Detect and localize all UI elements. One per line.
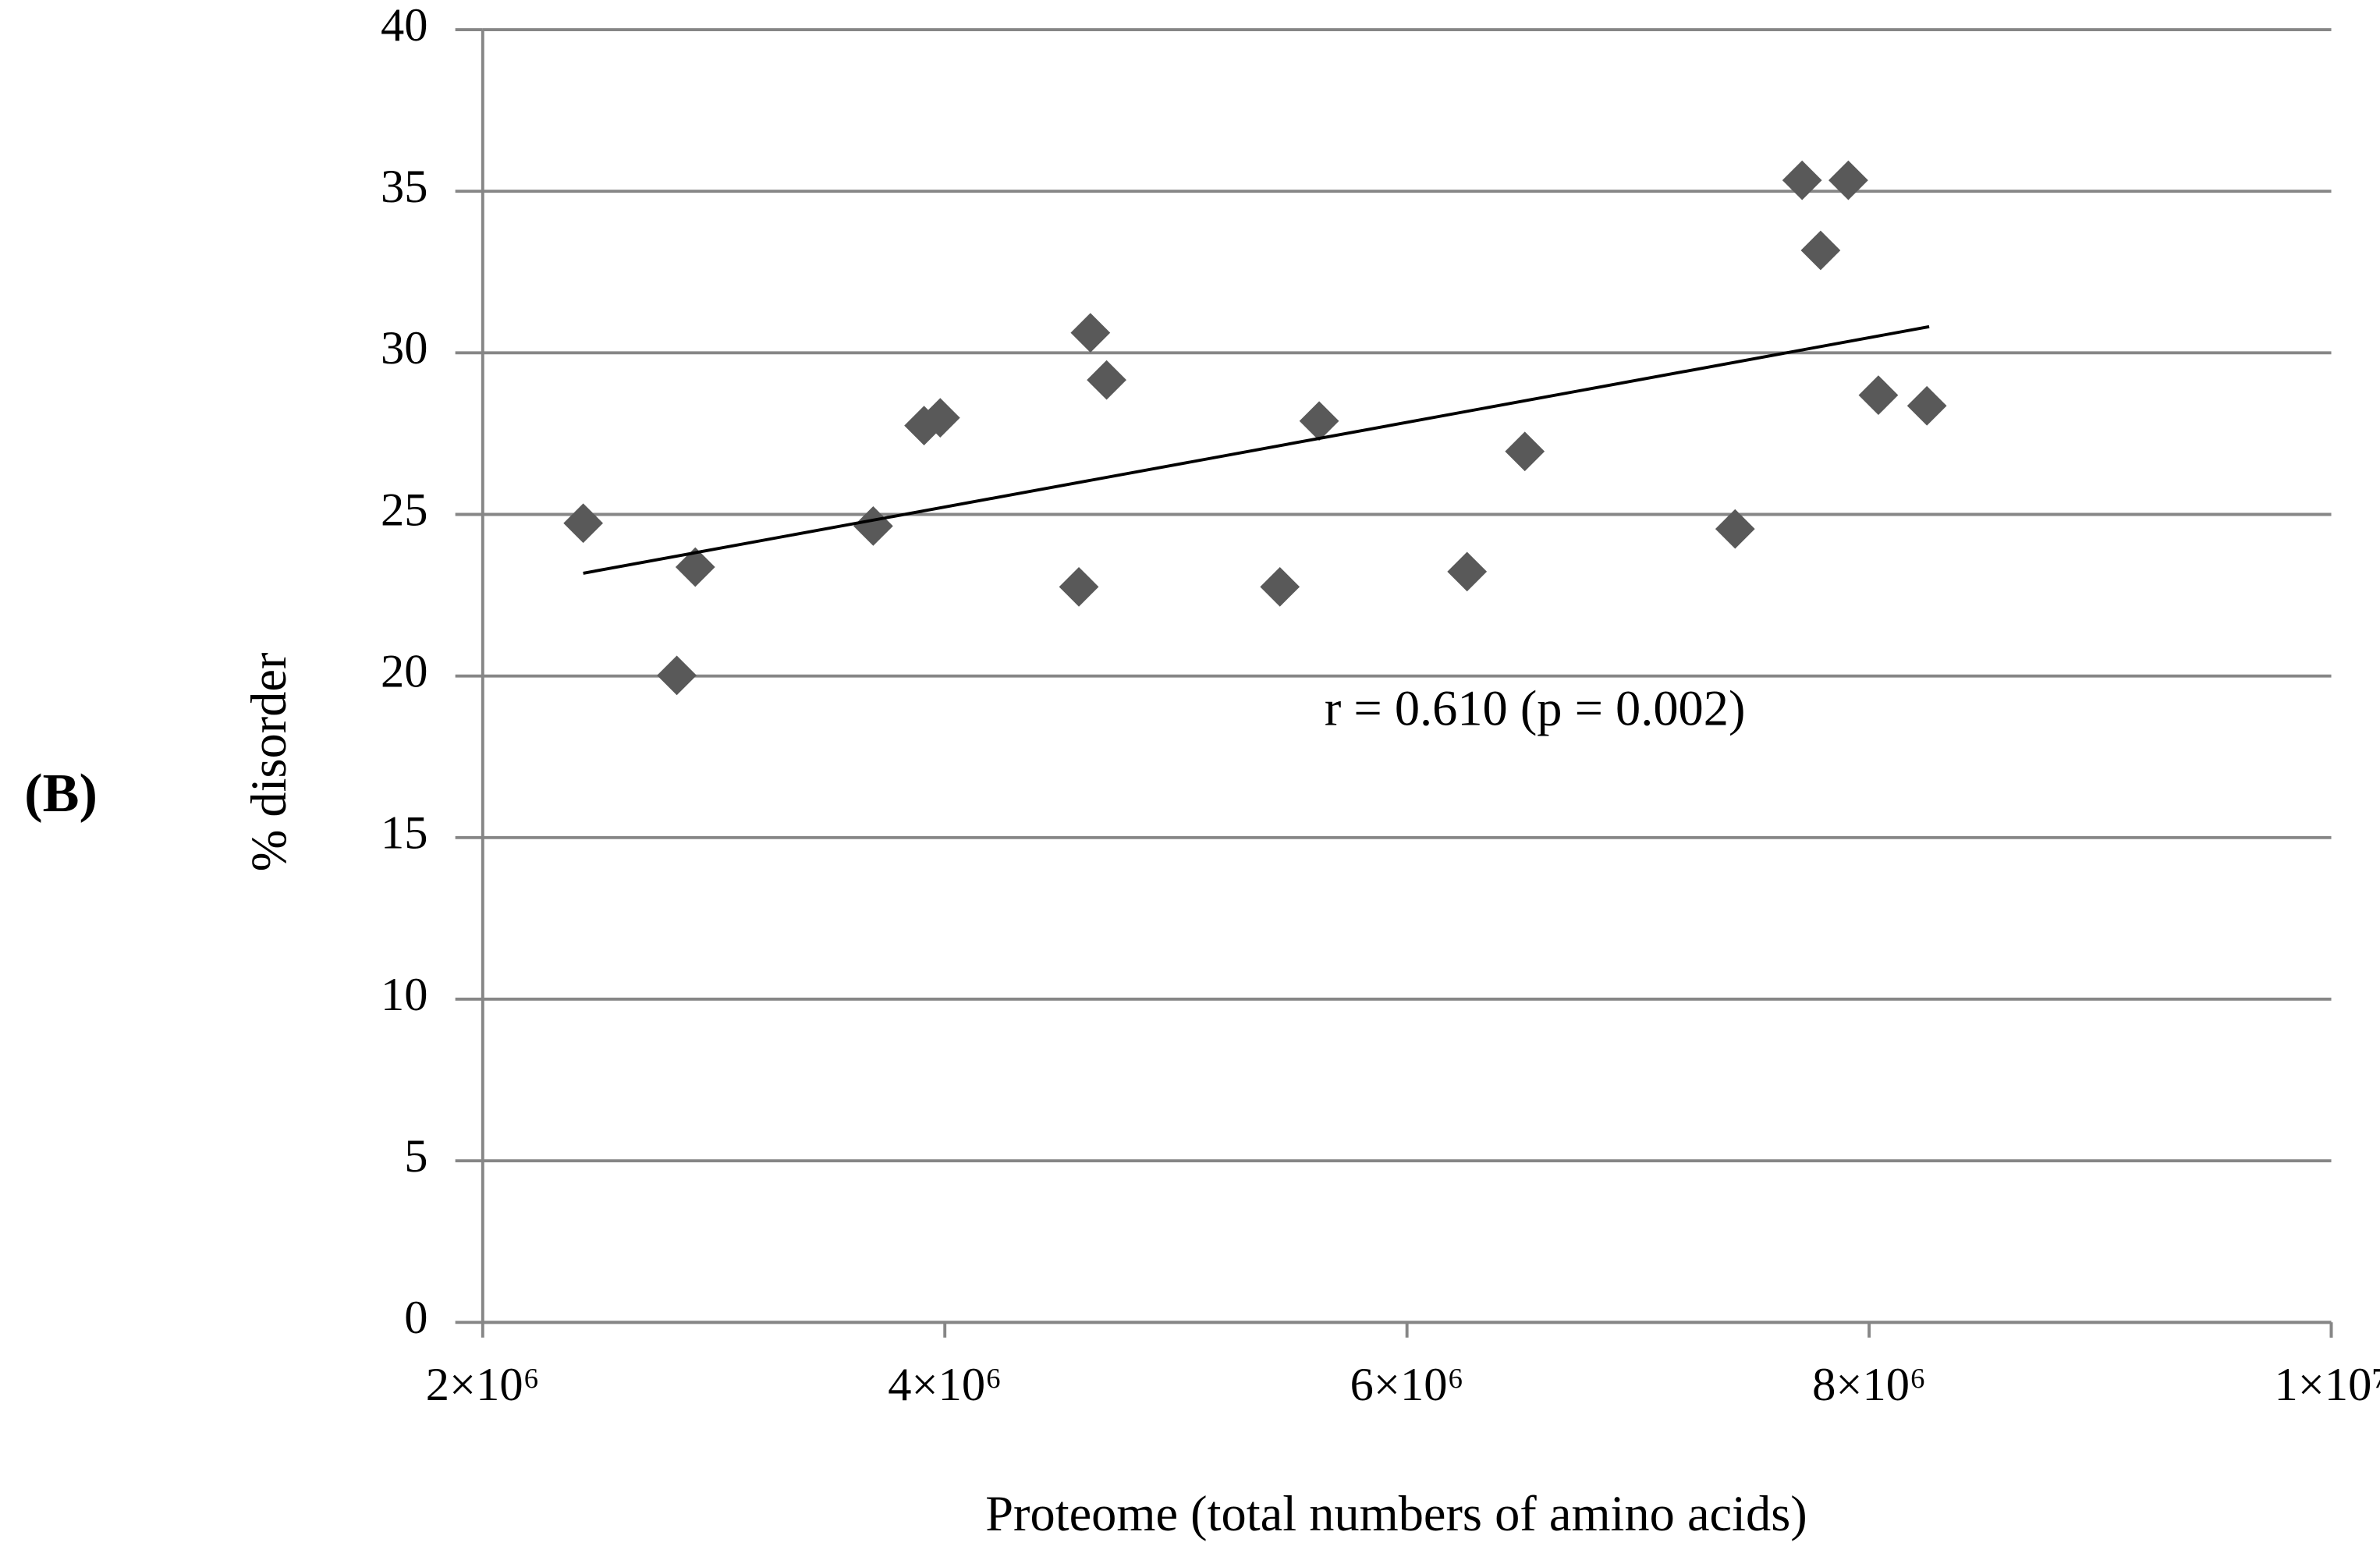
x-tick-label: 6×10⁶ xyxy=(1350,1359,1464,1411)
point xyxy=(675,547,715,587)
x-tick-label: 8×10⁶ xyxy=(1812,1359,1926,1411)
x-tick-label: 2×10⁶ xyxy=(426,1359,540,1411)
x-tick-label: 4×10⁶ xyxy=(888,1359,1002,1411)
panel-label: (B) xyxy=(24,763,98,824)
point xyxy=(1906,385,1947,426)
point xyxy=(1800,230,1841,271)
point xyxy=(1505,431,1545,472)
y-tick-label: 5 xyxy=(404,1130,427,1182)
point xyxy=(1828,160,1868,200)
point xyxy=(1087,360,1126,400)
y-tick-label: 25 xyxy=(381,484,427,536)
annotation: r = 0.610 (p = 0.002) xyxy=(1325,680,1746,736)
x-tick-label: 1×10⁷ xyxy=(2275,1359,2380,1411)
point xyxy=(853,506,893,546)
point xyxy=(1447,551,1488,592)
y-tick-label: 15 xyxy=(381,807,427,860)
point xyxy=(1059,566,1099,607)
y-tick-label: 10 xyxy=(381,969,427,1021)
x-axis-label: Proteome (total numbers of amino acids) xyxy=(985,1486,1807,1541)
point xyxy=(1260,566,1300,607)
point xyxy=(1782,160,1822,200)
point xyxy=(657,655,697,696)
point xyxy=(1858,375,1899,416)
y-tick-label: 30 xyxy=(381,322,427,374)
y-tick-label: 35 xyxy=(381,161,427,213)
trendline xyxy=(583,324,1930,575)
point xyxy=(1299,401,1339,441)
point xyxy=(920,398,960,438)
y-axis-label: % disorder xyxy=(241,653,296,872)
point xyxy=(563,503,604,544)
y-tick-label: 0 xyxy=(404,1292,427,1344)
y-tick-label: 20 xyxy=(381,646,427,698)
point xyxy=(1070,313,1111,353)
y-tick-label: 40 xyxy=(381,0,427,51)
